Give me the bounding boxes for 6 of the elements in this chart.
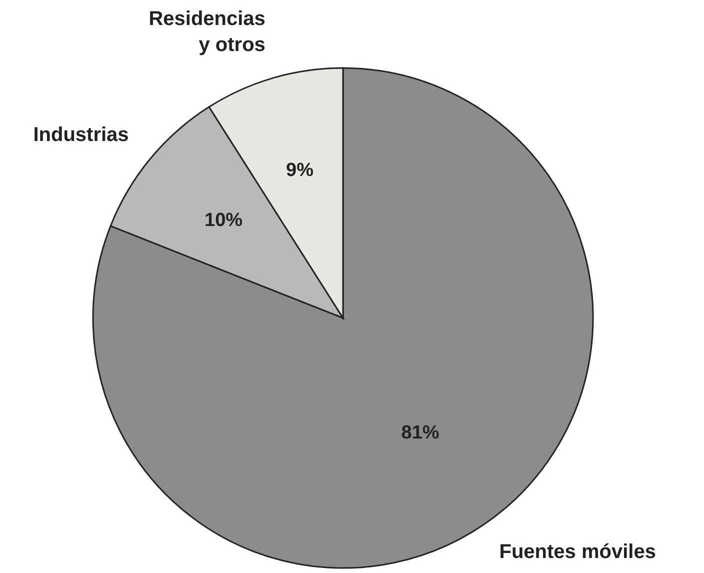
slice-label: Industrias (33, 124, 129, 146)
slice-label: Fuentes móviles (499, 540, 656, 563)
data-label: 81% (401, 422, 440, 444)
slice-label: Residencias y otros (148, 8, 266, 56)
data-label: 10% (204, 210, 243, 231)
data-label: 9% (286, 160, 314, 181)
